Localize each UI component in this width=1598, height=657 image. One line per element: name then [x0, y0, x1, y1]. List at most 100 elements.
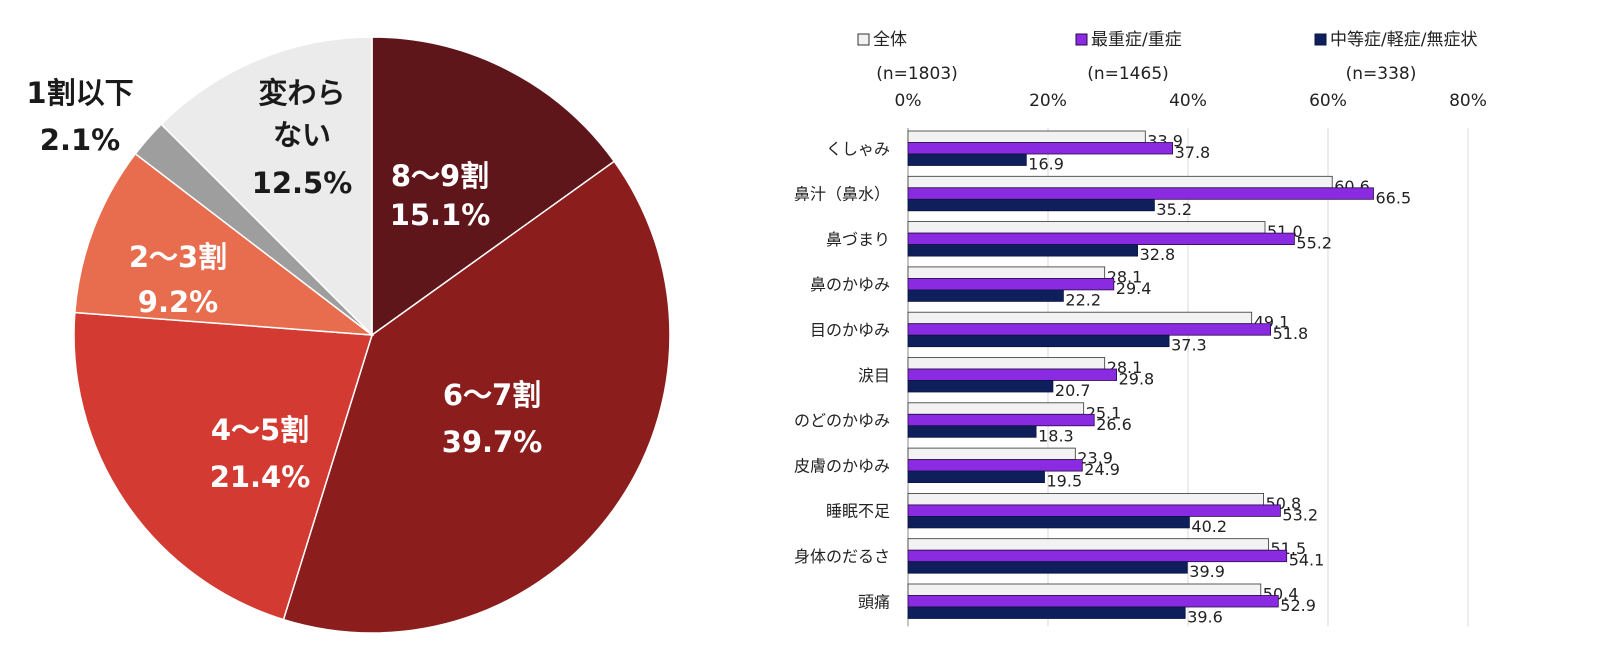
- legend-n-label: (n=1465): [1087, 64, 1169, 84]
- bar: [907, 504, 1281, 517]
- data-label: 54.1: [1289, 551, 1325, 570]
- legend-swatch: [1314, 33, 1327, 46]
- slice-label-group: 2～3割 9.2%: [129, 240, 227, 319]
- slice-category-label: 2～3割: [129, 240, 227, 274]
- category-label: 鼻汁（鼻水）: [794, 185, 890, 204]
- bar: [907, 277, 1115, 291]
- bar: [907, 289, 1064, 302]
- data-label: 66.5: [1376, 188, 1412, 207]
- pie-slice: [282, 160, 671, 634]
- pie-slice: [73, 311, 373, 621]
- category-label: のどのかゆみ: [794, 411, 890, 430]
- data-label: 39.6: [1187, 608, 1223, 627]
- data-label: 25.1: [1086, 403, 1122, 422]
- bar: [907, 402, 1085, 415]
- data-label: 29.4: [1116, 279, 1152, 298]
- pie-chart: 8～9割 15.1% 6～7割 39.7% 4～5割 21.4% 2～3割 9.2% 1割以下 2…: [26, 36, 671, 634]
- bar: [907, 232, 1295, 246]
- bar: [907, 357, 1106, 370]
- x-tick-label: 60%: [1309, 91, 1347, 111]
- data-label: 23.9: [1077, 449, 1113, 468]
- x-tick-label: 20%: [1029, 91, 1067, 111]
- category-label: 鼻のかゆみ: [810, 275, 890, 294]
- data-label: 20.7: [1055, 381, 1091, 400]
- data-label: 16.9: [1028, 155, 1064, 174]
- legend-swatch: [1075, 33, 1088, 46]
- data-label: 18.3: [1038, 426, 1074, 445]
- slice-label-group: 1割以下 2.1%: [26, 76, 133, 157]
- bar: [907, 561, 1188, 574]
- pie-slice: [74, 152, 375, 336]
- slice-label-group: 4～5割 21.4%: [210, 413, 311, 494]
- legend-label: 全体: [873, 30, 907, 50]
- bar: [907, 380, 1054, 393]
- slice-value-label: 12.5%: [252, 166, 353, 200]
- bar: [907, 549, 1288, 563]
- data-label: 35.2: [1156, 200, 1192, 219]
- bar: [907, 221, 1266, 234]
- data-label: 37.8: [1175, 143, 1211, 162]
- category-label: 涙目: [858, 366, 890, 385]
- bar: [907, 175, 1333, 189]
- bar-chart: 0% 20% 40% 60% 80% 全体 (n=1803) 最重症/重症 (n=1465) 中等…: [794, 30, 1487, 627]
- bar: [907, 187, 1374, 200]
- slice-label-group: 6～7割 39.7%: [442, 378, 543, 459]
- category-label: 皮膚のかゆみ: [794, 456, 890, 475]
- data-label: 26.6: [1096, 415, 1132, 434]
- slice-value-label: 15.1%: [390, 198, 491, 232]
- data-label: 19.5: [1047, 472, 1083, 491]
- data-label: 53.2: [1282, 505, 1318, 524]
- slice-label-group: 8～9割 15.1%: [390, 159, 491, 232]
- bar: [907, 266, 1106, 279]
- bar: [907, 492, 1265, 506]
- bar: [907, 368, 1118, 381]
- bar: [907, 130, 1146, 143]
- pie-slice: [371, 36, 616, 337]
- slice-category-label: 1割以下: [26, 76, 133, 110]
- data-label: 32.8: [1140, 245, 1176, 264]
- category-label: 身体のだるさ: [794, 547, 890, 566]
- bar: [907, 606, 1186, 619]
- bar: [907, 516, 1190, 529]
- data-label: 22.2: [1065, 290, 1101, 309]
- slice-value-label: 9.2%: [138, 285, 218, 319]
- bar: [907, 334, 1170, 348]
- data-label: 52.9: [1280, 596, 1316, 615]
- slice-value-label: 2.1%: [40, 123, 120, 157]
- category-label: 目のかゆみ: [810, 320, 890, 339]
- category-label: 鼻づまり: [826, 230, 890, 249]
- bar: [907, 470, 1045, 484]
- legend-label: 中等症/軽症/無症状: [1330, 30, 1477, 50]
- x-tick-label: 0%: [895, 91, 922, 111]
- data-label: 37.3: [1171, 336, 1207, 355]
- slice-value-label: 21.4%: [210, 460, 311, 494]
- bar: [907, 413, 1095, 427]
- category-label: くしゃみ: [826, 139, 890, 158]
- data-label: 40.2: [1191, 517, 1227, 536]
- data-label: 39.9: [1189, 562, 1225, 581]
- bar: [907, 459, 1083, 472]
- legend-n-label: (n=1803): [876, 64, 958, 84]
- slice-value-label: 39.7%: [442, 425, 543, 459]
- bar: [907, 323, 1272, 336]
- slice-category-label: ない: [273, 118, 331, 152]
- bar: [907, 142, 1174, 155]
- bar: [907, 425, 1037, 438]
- bar: [907, 311, 1253, 325]
- legend-n-label: (n=338): [1346, 64, 1417, 84]
- data-label: 51.8: [1273, 324, 1309, 343]
- category-label: 頭痛: [858, 592, 890, 611]
- legend-swatch: [857, 33, 870, 46]
- slice-category-label: 8～9割: [391, 159, 489, 193]
- bar: [907, 198, 1155, 212]
- bar: [907, 538, 1269, 551]
- bar: [907, 153, 1027, 166]
- data-label: 29.8: [1119, 370, 1155, 389]
- bar: [907, 583, 1262, 596]
- data-label: 55.2: [1296, 234, 1332, 253]
- x-tick-label: 40%: [1169, 91, 1207, 111]
- bar: [907, 595, 1279, 608]
- x-tick-label: 80%: [1449, 91, 1487, 111]
- legend-label: 最重症/重症: [1091, 30, 1182, 50]
